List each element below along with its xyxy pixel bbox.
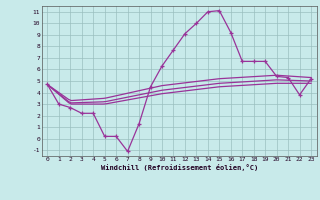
X-axis label: Windchill (Refroidissement éolien,°C): Windchill (Refroidissement éolien,°C): [100, 164, 258, 171]
